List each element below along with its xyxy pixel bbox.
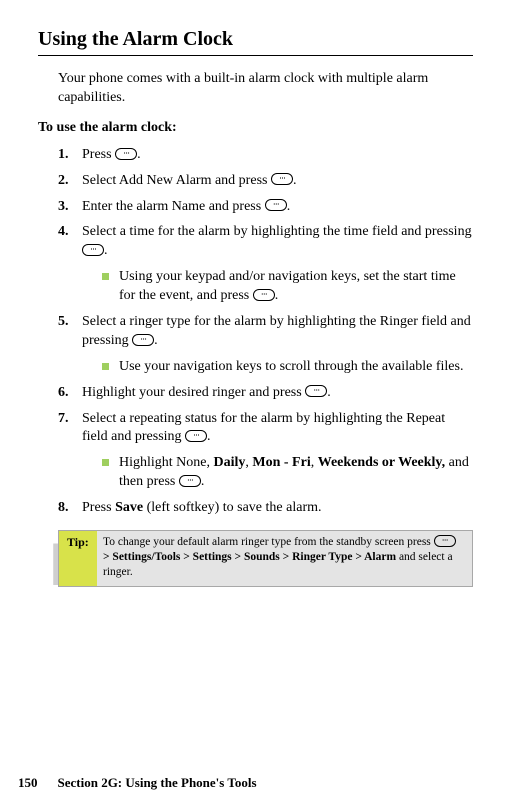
step-number: 8. (58, 499, 82, 518)
page-number: 150 (18, 775, 38, 790)
step-text: Select a repeating status for the alarm … (82, 410, 473, 448)
menu-icon (305, 385, 327, 397)
menu-icon (271, 173, 293, 185)
intro-paragraph: Your phone comes with a built-in alarm c… (58, 70, 473, 108)
step-text: Press . (82, 146, 473, 165)
menu-icon (179, 475, 201, 487)
step-text: Press Save (left softkey) to save the al… (82, 499, 473, 518)
step-text: Highlight None, Daily, Mon - Fri, Weeken… (119, 454, 473, 492)
menu-icon (253, 289, 275, 301)
tip-box: Tip: To change your default alarm ringer… (58, 530, 473, 587)
procedure-subheading: To use the alarm clock: (38, 120, 473, 136)
bullet-icon (102, 363, 109, 370)
substeps-list: Use your navigation keys to scroll throu… (102, 358, 473, 377)
steps-list: 1.Press .2.Select Add New Alarm and pres… (58, 146, 473, 518)
heading-divider (38, 55, 473, 56)
step-text: Highlight your desired ringer and press … (82, 384, 473, 403)
step-number: 6. (58, 384, 82, 403)
step-text: Select a ringer type for the alarm by hi… (82, 313, 473, 351)
substep-item: Using your keypad and/or navigation keys… (102, 268, 473, 306)
step-item: 2.Select Add New Alarm and press . (58, 172, 473, 191)
step-text: Select a time for the alarm by highlight… (82, 223, 473, 261)
step-text: Select Add New Alarm and press . (82, 172, 473, 191)
step-item: 4.Select a time for the alarm by highlig… (58, 223, 473, 261)
menu-icon (132, 334, 154, 346)
step-number: 5. (58, 313, 82, 351)
step-item: 7.Select a repeating status for the alar… (58, 410, 473, 448)
step-number: 4. (58, 223, 82, 261)
page-footer: 150 Section 2G: Using the Phone's Tools (18, 775, 257, 791)
step-item: 5.Select a ringer type for the alarm by … (58, 313, 473, 351)
step-text: Using your keypad and/or navigation keys… (119, 268, 473, 306)
step-number: 3. (58, 198, 82, 217)
tip-label: Tip: (59, 531, 97, 586)
menu-icon (185, 430, 207, 442)
step-text: Enter the alarm Name and press . (82, 198, 473, 217)
step-number: 7. (58, 410, 82, 448)
bullet-icon (102, 273, 109, 280)
step-item: 8.Press Save (left softkey) to save the … (58, 499, 473, 518)
substep-item: Highlight None, Daily, Mon - Fri, Weeken… (102, 454, 473, 492)
substeps-list: Using your keypad and/or navigation keys… (102, 268, 473, 306)
step-item: 3.Enter the alarm Name and press . (58, 198, 473, 217)
step-number: 1. (58, 146, 82, 165)
tip-content: To change your default alarm ringer type… (97, 531, 472, 586)
menu-icon (82, 244, 104, 256)
bullet-icon (102, 459, 109, 466)
substep-item: Use your navigation keys to scroll throu… (102, 358, 473, 377)
menu-icon (265, 199, 287, 211)
step-item: 6.Highlight your desired ringer and pres… (58, 384, 473, 403)
menu-icon (115, 148, 137, 160)
step-number: 2. (58, 172, 82, 191)
step-item: 1.Press . (58, 146, 473, 165)
tip-pre: To change your default alarm ringer type… (103, 536, 434, 548)
footer-section: Section 2G: Using the Phone's Tools (58, 775, 257, 790)
page-heading: Using the Alarm Clock (38, 28, 473, 51)
menu-icon (434, 535, 456, 547)
tip-bold: > Settings/Tools > Settings > Sounds > R… (103, 551, 396, 563)
substeps-list: Highlight None, Daily, Mon - Fri, Weeken… (102, 454, 473, 492)
step-text: Use your navigation keys to scroll throu… (119, 358, 473, 377)
